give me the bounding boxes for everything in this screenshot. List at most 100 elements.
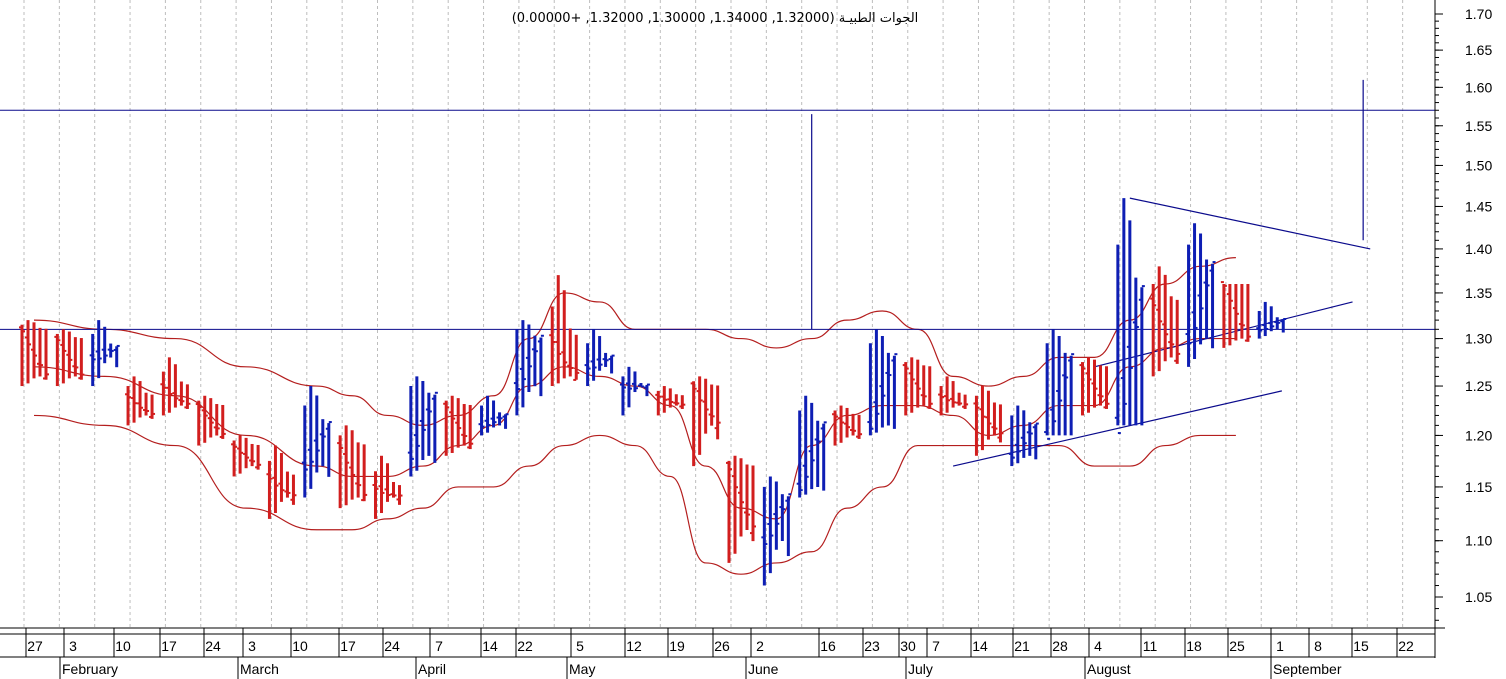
price-bar <box>873 329 880 433</box>
price-bar <box>773 481 780 550</box>
price-bar <box>25 320 31 384</box>
price-bar <box>1191 223 1198 360</box>
y-tick-label: 1.45 <box>1465 198 1492 214</box>
trend-line <box>952 390 1282 467</box>
x-day-label: 26 <box>714 638 730 654</box>
price-bar <box>643 383 650 397</box>
price-bar <box>1238 283 1245 339</box>
price-bar <box>1209 261 1216 349</box>
price-bar <box>832 410 839 446</box>
price-bar <box>319 419 326 467</box>
price-bar <box>796 410 803 498</box>
price-bar <box>172 364 179 408</box>
y-tick-label: 1.60 <box>1465 79 1492 95</box>
price-bar <box>231 440 238 477</box>
price-bar <box>431 391 438 463</box>
price-bar <box>355 442 362 498</box>
y-tick-label: 1.20 <box>1465 427 1492 443</box>
price-bar <box>343 425 350 506</box>
y-tick-label: 1.35 <box>1465 285 1492 301</box>
price-bar <box>690 381 697 467</box>
price-bar <box>1150 283 1157 377</box>
price-bar <box>655 390 662 416</box>
price-bar <box>867 343 874 436</box>
x-day-label: 28 <box>1052 638 1068 654</box>
price-bar <box>537 334 544 397</box>
horizontal-lines <box>0 109 1435 330</box>
price-bar <box>467 404 474 450</box>
price-bar <box>885 352 892 426</box>
grid <box>23 0 1404 628</box>
price-bar <box>1220 281 1227 348</box>
x-day-label: 17 <box>161 638 177 654</box>
price-bar <box>54 333 61 387</box>
price-bar <box>461 404 468 446</box>
price-bar <box>66 331 73 379</box>
price-bar <box>478 405 485 436</box>
price-bar <box>37 327 43 377</box>
price-bar <box>584 343 591 387</box>
price-bar <box>113 344 120 368</box>
price-bar <box>19 324 25 387</box>
price-bar <box>608 354 615 374</box>
price-bar <box>107 343 114 358</box>
x-month-label: August <box>1087 661 1131 677</box>
price-bar <box>1008 415 1015 467</box>
price-bar <box>979 386 986 451</box>
price-bar <box>767 476 774 574</box>
price-bar <box>301 405 308 498</box>
price-bar <box>443 400 450 456</box>
x-day-label: 4 <box>1094 638 1102 654</box>
price-bar <box>814 420 821 487</box>
y-tick-label: 1.70 <box>1465 6 1492 22</box>
y-tick-label: 1.55 <box>1465 118 1492 134</box>
price-bar <box>679 395 686 409</box>
price-bar <box>708 384 715 426</box>
price-bar <box>307 386 314 489</box>
price-bar <box>195 400 202 446</box>
price-bar <box>449 395 456 453</box>
price-bar <box>266 460 273 519</box>
x-day-label: 2 <box>756 638 764 654</box>
x-day-label: 19 <box>669 638 685 654</box>
price-bar <box>1268 306 1275 332</box>
price-bar <box>1185 244 1192 367</box>
x-day-label: 12 <box>626 638 642 654</box>
x-month-label: March <box>240 661 279 677</box>
price-bar <box>1044 343 1051 440</box>
x-day-label: 24 <box>384 638 400 654</box>
price-bar <box>455 398 462 448</box>
price-bar <box>249 443 256 467</box>
price-bar <box>802 395 809 495</box>
x-day-label: 16 <box>820 638 836 654</box>
price-bar <box>1079 362 1086 416</box>
price-bar <box>1085 357 1092 413</box>
price-bar <box>201 395 208 443</box>
x-day-label: 3 <box>248 638 256 654</box>
price-bar <box>531 335 538 387</box>
ohlc-bars <box>19 198 1287 586</box>
price-bar <box>1162 274 1169 362</box>
price-bar <box>991 402 998 436</box>
x-month-label: July <box>908 661 933 677</box>
price-bar <box>1203 259 1210 339</box>
price-bar <box>490 400 497 428</box>
middle-band-line <box>33 337 1236 520</box>
y-tick-label: 1.65 <box>1465 42 1492 58</box>
x-month-label: February <box>62 661 118 677</box>
y-tick-label: 1.10 <box>1465 533 1492 549</box>
x-day-label: 23 <box>864 638 880 654</box>
price-bar <box>1280 317 1287 333</box>
x-day-label: 17 <box>340 638 356 654</box>
price-bar <box>850 413 857 436</box>
x-day-label: 21 <box>1014 638 1030 654</box>
price-bar <box>413 376 420 471</box>
price-bar <box>567 328 574 377</box>
price-bar <box>596 336 603 371</box>
x-day-label: 8 <box>1314 638 1322 654</box>
price-bar <box>284 471 291 498</box>
price-bar <box>1068 353 1075 436</box>
price-bar <box>361 444 368 502</box>
price-bar <box>272 445 279 514</box>
